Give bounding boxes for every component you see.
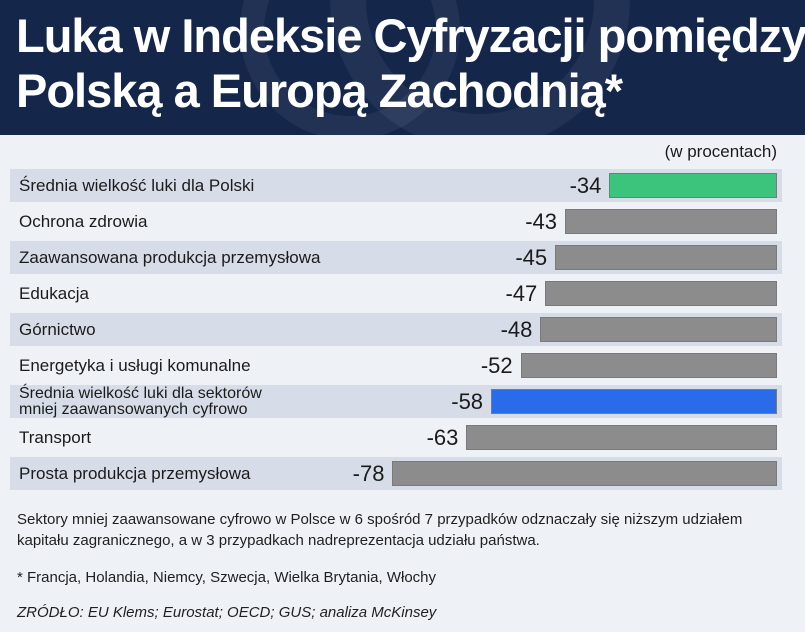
unit-label: (w procentach) <box>664 142 777 161</box>
bar <box>520 353 777 378</box>
chart-row: Górnictwo -48 <box>10 313 782 346</box>
value-label: -45 <box>515 244 548 270</box>
chart-row: Średnia wielkość luki dla Polski -34 <box>10 169 782 202</box>
value-label: -48 <box>500 316 533 342</box>
bar <box>540 317 777 342</box>
category-label: Zaawansowana produkcja przemysłowa <box>19 247 321 267</box>
value-label: -47 <box>505 280 538 306</box>
chart-title-line-1: Luka w Indeksie Cyfryzacji pomiędzy <box>16 9 805 62</box>
category-label: Ochrona zdrowia <box>19 211 148 231</box>
chart-note: Sektory mniej zaawansowane cyfrowo w Pol… <box>17 511 743 549</box>
bar <box>545 281 777 306</box>
value-label: -52 <box>480 352 513 378</box>
header-banner: Luka w Indeksie Cyfryzacji pomiędzy Pols… <box>0 0 805 135</box>
chart-row: Edukacja -47 <box>10 277 782 310</box>
value-label: -43 <box>525 208 557 234</box>
bar <box>555 245 777 270</box>
chart-row: Ochrona zdrowia -43 <box>10 205 782 238</box>
category-label: Prosta produkcja przemysłowa <box>19 463 251 483</box>
value-label: -78 <box>352 460 385 486</box>
chart-row: Zaawansowana produkcja przemysłowa -45 <box>10 241 782 274</box>
chart-title: Luka w Indeksie Cyfryzacji pomiędzy Pols… <box>16 8 805 118</box>
value-label: -58 <box>451 388 484 414</box>
category-label: Edukacja <box>19 283 89 303</box>
category-label: Górnictwo <box>19 319 96 339</box>
chart-title-line-2: Polską a Europą Zachodnią* <box>16 64 623 117</box>
bar <box>392 461 777 486</box>
source-note: ZRÓDŁO: EU Klems; Eurostat; OECD; GUS; a… <box>17 604 437 621</box>
bar <box>491 389 777 414</box>
bar <box>466 425 777 450</box>
category-label: Energetyka i usługi komunalne <box>19 355 251 375</box>
category-label: Transport <box>19 427 92 447</box>
footnote: * Francja, Holandia, Niemcy, Szwecja, Wi… <box>17 569 437 586</box>
chart-row: Transport -63 <box>10 421 782 454</box>
category-label: Średnia wielkość luki dla sektorów mniej… <box>19 384 262 418</box>
value-label: -34 <box>569 172 602 198</box>
value-label: -63 <box>426 424 459 450</box>
chart-row: Średnia wielkość luki dla sektorów mniej… <box>10 385 782 418</box>
chart-row: Prosta produkcja przemysłowa -78 <box>10 457 782 490</box>
chart-row: Energetyka i usługi komunalne -52 <box>10 349 782 382</box>
bar <box>609 173 777 198</box>
bar <box>565 209 777 234</box>
category-label: Średnia wielkość luki dla Polski <box>19 175 255 195</box>
